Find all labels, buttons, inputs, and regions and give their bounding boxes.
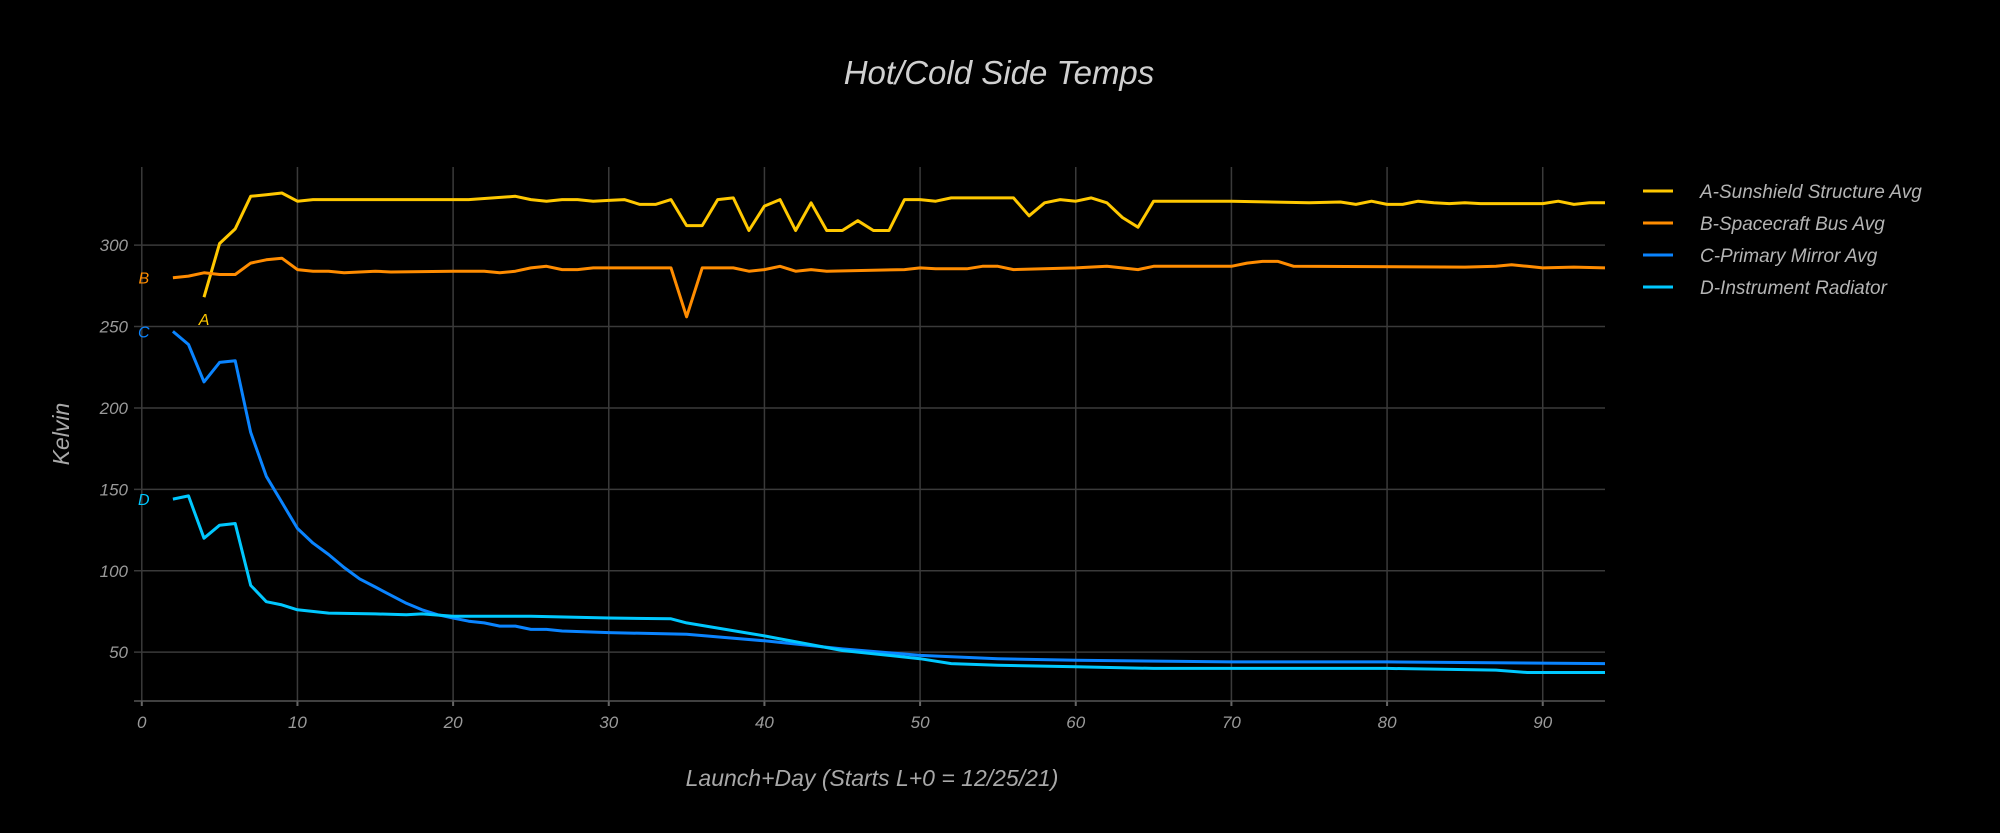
x-tick-label: 40 [755,713,774,732]
legend-item-label: B-Spacecraft Bus Avg [1700,214,1885,235]
x-tick-label: 90 [1533,713,1552,732]
y-axis-title: Kelvin [48,403,74,466]
series-lines [171,191,1606,674]
legend-item-label: A-Sunshield Structure Avg [1699,182,1922,203]
y-tick-label: 150 [100,480,129,499]
series-annotations: A B C D [138,271,209,509]
chart-title: Hot/Cold Side Temps [844,54,1155,91]
x-tick-label: 0 [137,713,147,732]
series-annotation-b: B [138,271,149,288]
series-annotation-c: C [138,324,150,341]
series-line-d [172,494,1605,674]
y-tick-label: 250 [99,318,129,337]
y-tick-label: 200 [99,399,129,418]
y-tick-label: 300 [100,236,129,255]
tick-labels: 0 10 20 30 40 50 60 70 80 90 50 100 150 200 250 300 [99,236,1553,732]
x-tick-label: 20 [443,713,463,732]
x-tick-label: 10 [288,713,307,732]
x-tick-label: 80 [1378,713,1397,732]
x-tick-label: 50 [911,713,930,732]
legend-item-label: D-Instrument Radiator [1700,278,1888,299]
grid [134,167,1605,706]
legend: A-Sunshield Structure Avg B-Spacecraft Bu… [1643,182,1922,299]
series-line-b [172,256,1606,319]
series-line-a [202,191,1605,298]
legend-item-label: C-Primary Mirror Avg [1700,246,1878,267]
x-tick-label: 30 [599,713,618,732]
series-annotation-d: D [138,492,150,509]
y-tick-label: 100 [100,562,129,581]
x-tick-label: 60 [1066,713,1085,732]
y-tick-label: 50 [109,643,128,662]
series-annotation-a: A [198,312,210,329]
x-axis-title: Launch+Day (Starts L+0 = 12/25/21) [686,765,1059,791]
x-tick-label: 70 [1222,713,1241,732]
